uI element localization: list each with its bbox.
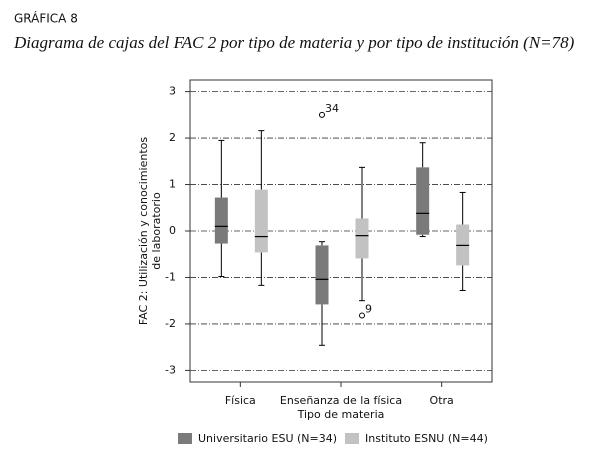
y-tick-label: 1 [169,178,176,191]
legend-label: Universitario ESU (N=34) [198,432,337,445]
box [254,189,268,253]
box [214,197,228,244]
legend-swatch [178,433,192,444]
chart-label: GRÁFICA 8 [14,11,78,26]
outlier [319,111,325,118]
y-tick-label: 2 [169,131,176,144]
box [416,167,430,235]
x-tick-label: Enseñanza de la física [280,394,402,407]
y-tick-label: -3 [165,363,176,376]
y-axis-label: de laboratorio [150,192,163,270]
y-tick-label: -1 [165,270,176,283]
x-tick-label: Otra [430,394,454,407]
box [355,218,369,259]
y-tick-label: 3 [169,85,176,98]
y-tick-label: -2 [165,317,176,330]
outlier [359,312,365,319]
y-tick-label: 0 [169,224,176,237]
x-axis-label: Tipo de materia [297,408,385,421]
outlier-label: 34 [325,102,339,115]
chart-title: Diagrama de cajas del FAC 2 por tipo de … [13,33,575,52]
outlier-label: 9 [365,303,372,316]
y-axis-label: FAC 2: Utilización y conocimientos [137,137,150,326]
legend-label: Instituto ESNU (N=44) [365,432,488,445]
box [315,245,329,305]
legend-swatch [345,433,359,444]
x-tick-label: Física [225,394,256,407]
